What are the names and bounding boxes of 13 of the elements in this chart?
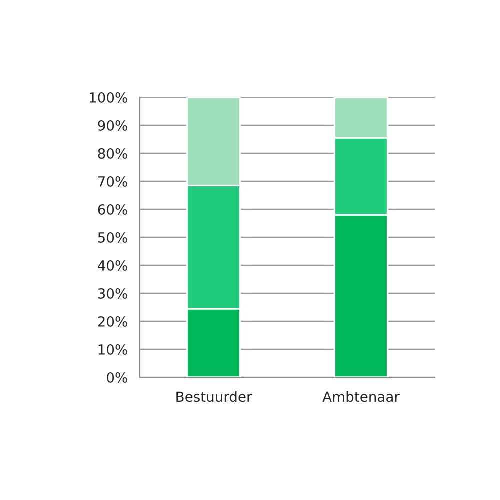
y-tick-label: 0%	[107, 372, 128, 383]
y-tick-label: 20%	[98, 316, 128, 327]
x-tick-label: Bestuurder	[176, 391, 252, 402]
y-tick-label: 80%	[98, 148, 128, 159]
y-tick-label: 100%	[90, 92, 128, 103]
y-tick-label: 60%	[98, 204, 128, 215]
y-tick-label: 30%	[98, 288, 128, 299]
y-tick-label: 40%	[98, 260, 128, 271]
y-tick-label: 50%	[98, 232, 128, 243]
y-tick-label: 10%	[98, 344, 128, 355]
y-tick-label: 90%	[98, 120, 128, 131]
x-tick-label: Ambtenaar	[322, 391, 400, 402]
y-tick-label: 70%	[98, 176, 128, 187]
